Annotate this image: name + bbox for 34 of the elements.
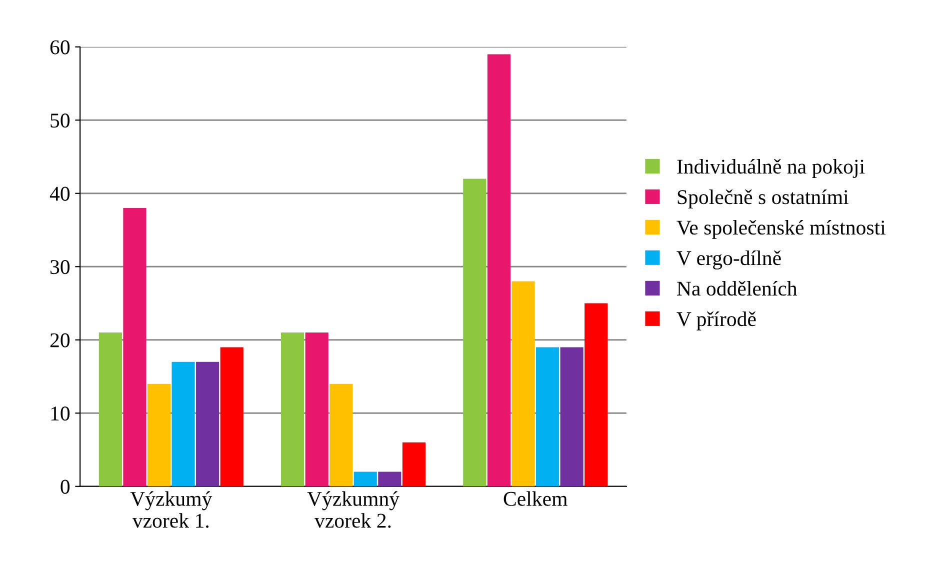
bar (402, 442, 426, 486)
legend-label: Individuálně na pokoji (677, 159, 865, 178)
bar (172, 362, 195, 486)
y-tick-label: 0 (60, 480, 70, 494)
bar (147, 384, 171, 486)
bar (354, 472, 377, 486)
bar (220, 347, 244, 486)
bar (512, 281, 535, 486)
y-tick-label: 20 (50, 333, 70, 348)
y-tick-label: 40 (50, 186, 70, 201)
bar (463, 178, 486, 486)
bar (196, 362, 220, 486)
bar (487, 54, 510, 486)
bar (281, 332, 304, 486)
legend-label: V přírodě (676, 311, 756, 330)
bar (378, 472, 402, 486)
x-tick-label: Výzkumý vzorek 1. (130, 491, 212, 528)
legend-label: Na odděleních (677, 280, 798, 296)
bar (123, 208, 146, 486)
legend-label: Společně s ostatními (678, 189, 848, 208)
legend-label: Ve společenské místnosti (676, 220, 886, 239)
bar (560, 347, 584, 486)
bar (536, 347, 560, 486)
y-tick-label: 10 (51, 406, 70, 421)
y-tick-label: 30 (50, 260, 70, 274)
y-tick-label: 50 (50, 114, 70, 128)
bar (98, 332, 122, 486)
y-tick-label: 60 (50, 40, 70, 54)
legend-label: V ergo-dílně (676, 250, 781, 270)
bar (305, 332, 328, 486)
x-tick-label: Výzkumný vzorek 2. (307, 491, 400, 528)
x-tick-label: Celkem (504, 491, 568, 506)
bar (330, 384, 353, 486)
bar (584, 303, 608, 486)
